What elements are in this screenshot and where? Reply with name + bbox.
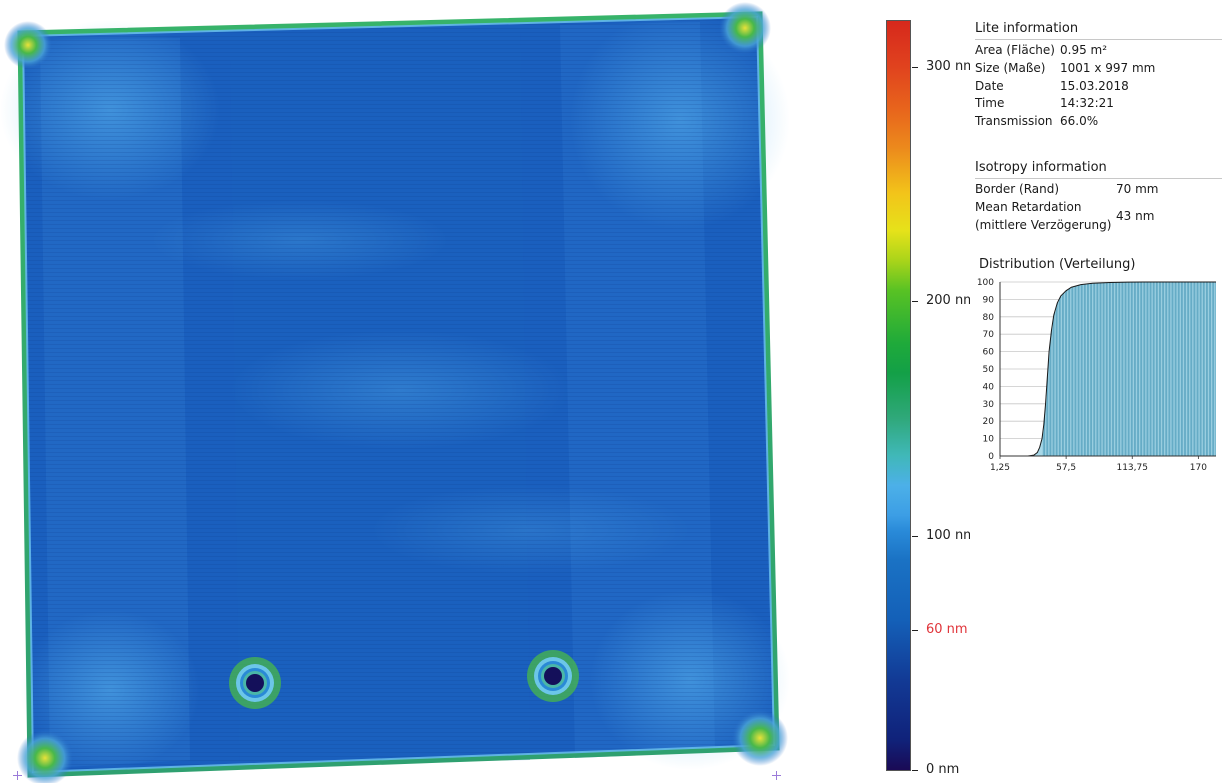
colorbar-label-300: 300 nm [926,60,970,74]
lite-info-value: 1001 x 997 mm [1060,61,1156,75]
corner-hotspot-top-right [719,2,771,54]
corner-hotspot-bottom-right [732,710,788,766]
lite-info-key: Date [975,79,1004,93]
y-tick-label: 30 [983,400,995,410]
y-tick-label: 80 [983,313,995,323]
chart-area [1000,281,1216,457]
lite-info-key: Transmission [975,114,1053,128]
drill-hole-right [527,650,579,702]
colorbar-tick [912,301,918,302]
divider [975,39,1222,40]
lite-info-key: Size (Maße) [975,61,1046,75]
x-tick-label: 113,75 [1116,463,1148,473]
lite-info-value: 66.0% [1060,114,1099,128]
border-key: Border (Rand) [975,182,1060,196]
distribution-curve [1000,281,1216,457]
lite-info-value: 15.03.2018 [1060,79,1129,93]
mean-retardation-value: 43 nm [1116,209,1155,223]
x-tick-label: 170 [1190,463,1207,473]
y-tick-label: 70 [983,330,995,340]
lite-info-value: 14:32:21 [1060,96,1114,110]
isotropy-info-title: Isotropy information [975,160,1107,175]
distribution-chart: 0 10 20 30 40 50 60 70 80 90 100 1,25 57,5 113,75 170 [977,278,1216,473]
crosshair-marker-bottom-right [772,771,781,780]
drill-hole-left [229,657,281,709]
color-scale-bar [886,20,911,771]
lite-info-key: Area (Fläche) [975,43,1055,57]
lite-info-value: 0.95 m² [1060,43,1108,57]
y-tick-label: 90 [983,295,995,305]
colorbar-label-0: 0 nm [926,763,960,777]
corner-hotspot-top-left [4,21,52,69]
distribution-title: Distribution (Verteilung) [979,257,1136,272]
y-tick-label: 50 [983,365,995,375]
x-tick-label: 1,25 [990,463,1010,473]
retardation-map-image [0,2,790,783]
mean-retardation-key-translation: (mittlere Verzögerung) [975,218,1112,232]
colorbar-label-60-threshold: 60 nm [926,623,968,637]
colorbar-tick [912,770,918,771]
divider [975,178,1222,179]
lite-info-title: Lite information [975,21,1079,36]
y-tick-labels: 0 10 20 30 40 50 60 70 80 90 100 [977,278,994,462]
colorbar-tick [912,536,918,537]
chart-axes [999,282,1216,459]
colorbar-tick [912,630,918,631]
y-tick-label: 100 [977,278,994,288]
lite-info-key: Time [975,96,1005,110]
colorbar-label-200: 200 nm [926,294,970,308]
colorbar-label-100: 100 nm [926,529,970,543]
x-tick-label: 57,5 [1056,463,1076,473]
mean-retardation-key: Mean Retardation [975,200,1082,214]
y-tick-label: 60 [983,348,995,358]
y-tick-label: 40 [983,382,995,392]
border-value: 70 mm [1116,182,1159,196]
y-tick-label: 20 [983,417,995,427]
colorbar-tick [912,67,918,68]
crosshair-marker-bottom-left [13,771,22,780]
x-tick-labels: 1,25 57,5 113,75 170 [990,463,1207,473]
y-tick-label: 0 [988,452,994,462]
corner-hotspot-bottom-left [17,730,73,783]
y-tick-label: 10 [983,435,995,445]
